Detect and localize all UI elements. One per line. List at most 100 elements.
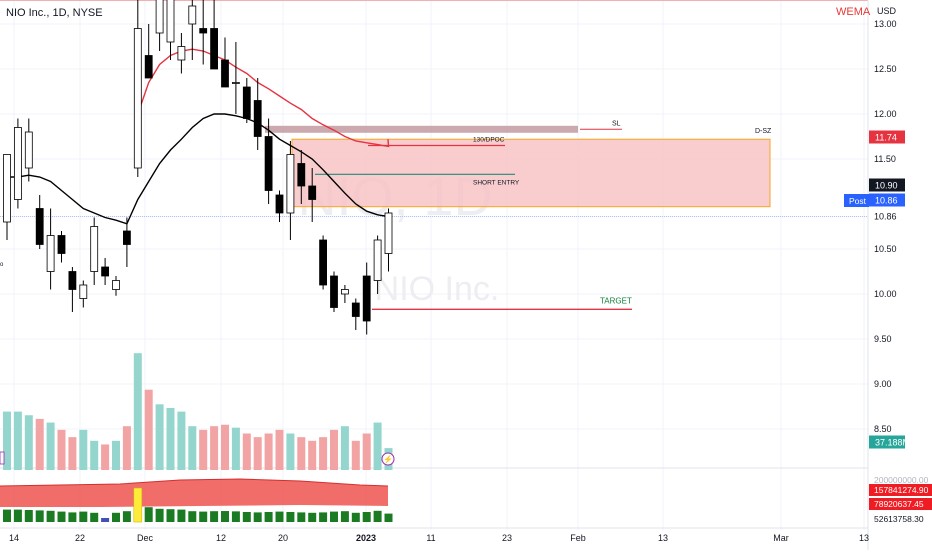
candle-body [24,131,33,169]
volume-bar [13,411,22,470]
volume-badge: 37.188M [875,438,910,448]
indicator-legend-wema[interactable]: WEMA [836,6,871,18]
time-tick-label: 14 [9,533,19,543]
volume-bar [24,415,33,470]
candle-body [210,28,219,70]
lower-indicator-bar [46,510,55,522]
last-close-badge-bg [869,178,905,192]
candle-body [308,185,317,200]
lower-indicator-bar [221,511,229,522]
time-tick-label: 12 [216,533,226,543]
volume-bar [3,411,11,470]
price-tick-label: 13.00 [874,19,897,29]
candle-body [362,275,371,322]
lower-value-3: 52613758.30 [874,514,924,524]
post-label: Post [849,196,867,206]
lower-indicator-bar [133,487,143,523]
volume-bar [177,411,186,470]
volume-bar [264,433,273,470]
lower-indicator-bar [351,512,360,522]
candle-body [90,226,99,272]
lower-indicator-bar [57,511,66,522]
lower-indicator-bar [35,510,44,522]
lower-indicator-bar [101,518,110,522]
price-tick-label: 9.50 [874,334,892,344]
lightning-icon-glyph: ⚡ [383,454,393,464]
price-tick-label: 11.50 [874,154,896,164]
watermark-name: NIO Inc. [375,270,500,308]
time-tick-label: Dec [137,533,154,543]
lower-indicator-bar [3,509,11,522]
price-tick-label: 9.00 [874,379,892,389]
candle-body [340,289,349,295]
volume-bar [199,429,208,470]
lower-indicator-bar [210,511,219,522]
lower-indicator-bar [373,510,382,522]
time-tick-label: 11 [426,533,435,543]
lower-indicator-bar [68,512,77,522]
volume-bar [362,433,371,470]
post-label-bg [844,194,869,207]
ma-red-price-badge: 11.74 [875,133,897,143]
candle-body [101,266,109,277]
volume-bar [90,440,99,470]
volume-bar [373,422,382,470]
lower-indicator-bar [231,511,240,522]
last-close-badge: 10.90 [875,181,898,191]
lower-indicator-bar [362,512,371,522]
lower-indicator-bar [90,512,99,522]
lower-indicator-bar [155,508,164,522]
volume-bar [57,429,66,470]
candle-body [155,0,164,34]
lower-indicator-bar [79,511,88,522]
lower-indicator-bar [122,511,131,522]
candle-body [253,100,262,137]
lower-indicator-bar [242,512,251,522]
lower-value-1-bg [869,484,932,496]
volume-bar [46,422,55,470]
candle-body [68,271,77,290]
candle-body [351,302,360,317]
lower-indicator-bar [340,511,349,522]
volume-bar [112,440,120,470]
supply-zone-box [291,138,771,208]
candle-body [286,154,295,214]
left-edge-mark: o [0,262,4,268]
volume-bar [319,437,328,470]
volume-bar [68,437,77,470]
lower-indicator-bar [330,511,338,522]
candle-body [177,46,186,61]
candle-body [199,28,208,34]
time-tick-label: 13 [859,533,869,543]
volume-bar [297,437,306,470]
price-tick-label: 12.50 [874,64,897,74]
lightning-icon [381,452,395,466]
volume-bar [253,437,262,470]
price-tick-label: 12.00 [874,109,897,119]
price-tick-label: 10.50 [874,244,897,254]
time-tick-label: 22 [75,533,85,543]
candle-body [319,239,328,286]
volume-bar [242,433,251,470]
post-price-badge-bg [869,193,905,207]
lower-indicator-bar [144,507,153,522]
lower-indicator-bar [166,509,175,522]
lower-indicator-bar [112,512,120,522]
candle-body [384,212,393,254]
volume-bar [210,426,219,470]
lower-indicator-bar [253,512,262,522]
candle-body [242,86,251,119]
time-tick-label: 23 [502,533,512,543]
price-tick-label: 10.00 [874,289,897,299]
lower-value-2: 78920637.45 [874,499,924,509]
candle-body [188,5,197,25]
volume-bar [275,429,284,470]
ma-red-price-badge-bg [869,130,905,144]
candle-body [264,136,273,191]
volume-bar [340,426,349,470]
volume-bar [221,424,229,470]
candle-body [373,239,382,281]
short-entry-label: SHORT ENTRY [473,179,520,186]
